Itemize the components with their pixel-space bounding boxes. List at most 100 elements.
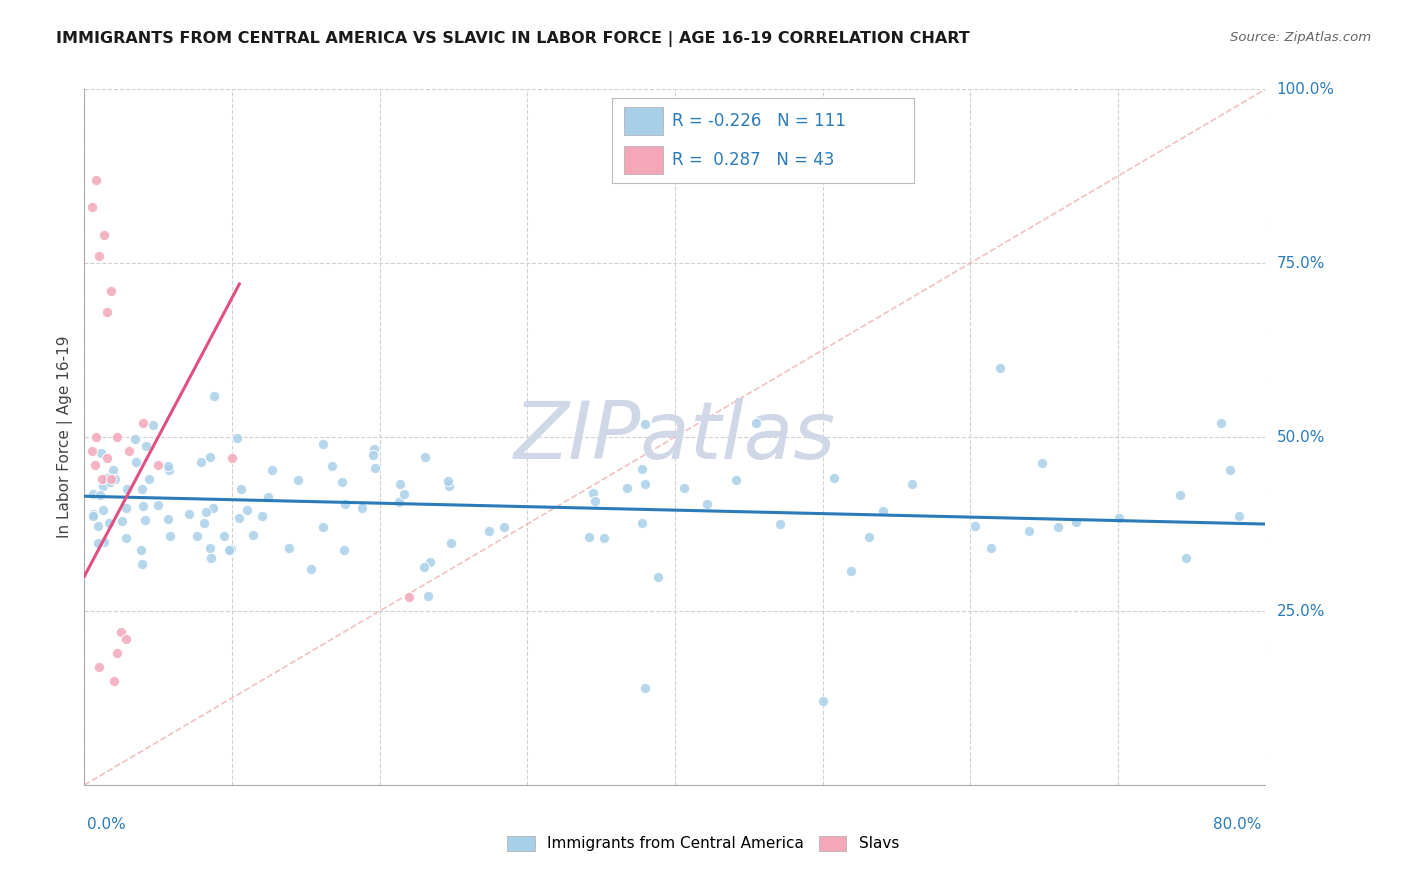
Point xyxy=(114,632,136,646)
Point xyxy=(631,516,654,531)
Text: 25.0%: 25.0% xyxy=(1277,604,1324,618)
Point xyxy=(321,458,343,473)
Point xyxy=(132,416,155,430)
Point xyxy=(1066,515,1088,529)
Point xyxy=(330,475,353,490)
Point xyxy=(437,474,460,488)
Point xyxy=(299,562,322,576)
Point xyxy=(125,455,148,469)
Point xyxy=(84,172,107,186)
Point xyxy=(839,564,862,578)
Point xyxy=(1209,416,1232,430)
Point xyxy=(1227,508,1250,523)
Point xyxy=(250,508,273,523)
Point xyxy=(578,530,600,544)
Point xyxy=(634,417,657,432)
Point xyxy=(583,494,606,508)
Point xyxy=(335,497,357,511)
Point xyxy=(90,445,112,459)
Point xyxy=(97,475,120,490)
Point xyxy=(363,442,385,456)
Point xyxy=(350,500,373,515)
Point xyxy=(672,481,695,495)
Point xyxy=(202,500,225,515)
Point xyxy=(225,431,247,445)
Point xyxy=(413,450,436,464)
Point xyxy=(86,536,108,550)
Legend: Immigrants from Central America, Slavs: Immigrants from Central America, Slavs xyxy=(501,830,905,857)
Point xyxy=(93,534,115,549)
Point xyxy=(440,536,463,550)
FancyBboxPatch shape xyxy=(624,146,664,175)
Point xyxy=(159,529,181,543)
Point xyxy=(103,673,125,688)
Point xyxy=(148,498,170,512)
Point xyxy=(312,520,335,534)
Point xyxy=(616,481,638,495)
Text: 75.0%: 75.0% xyxy=(1277,256,1324,270)
Point xyxy=(83,458,105,472)
Point xyxy=(1168,488,1191,502)
Point xyxy=(811,694,834,708)
Point xyxy=(398,590,420,604)
Point xyxy=(388,494,411,508)
Point xyxy=(287,474,309,488)
Point xyxy=(1175,551,1198,566)
Point xyxy=(212,529,235,543)
Point xyxy=(200,541,222,556)
Point xyxy=(89,488,111,502)
Point xyxy=(218,543,240,558)
Point xyxy=(91,503,114,517)
Point xyxy=(745,416,768,430)
Point xyxy=(105,646,128,660)
Point xyxy=(148,458,170,472)
Point xyxy=(124,432,146,446)
Point xyxy=(138,473,160,487)
Point xyxy=(190,455,212,469)
Point xyxy=(242,527,264,541)
Point xyxy=(98,475,121,490)
Point xyxy=(361,449,384,463)
Point xyxy=(236,503,259,517)
Point xyxy=(1046,520,1069,534)
Point xyxy=(129,543,152,558)
Point xyxy=(82,508,104,522)
Point xyxy=(419,555,441,569)
Text: 100.0%: 100.0% xyxy=(1277,82,1334,96)
Point xyxy=(115,500,138,515)
Point xyxy=(177,508,200,522)
Point xyxy=(262,463,284,477)
Point xyxy=(228,510,250,524)
Point xyxy=(647,570,669,584)
Point xyxy=(80,201,103,215)
Text: R = -0.226   N = 111: R = -0.226 N = 111 xyxy=(672,112,846,129)
Text: 80.0%: 80.0% xyxy=(1213,817,1261,831)
Point xyxy=(1219,463,1241,477)
Point xyxy=(186,529,208,543)
Y-axis label: In Labor Force | Age 16-19: In Labor Force | Age 16-19 xyxy=(58,335,73,539)
Point xyxy=(900,477,922,491)
Point xyxy=(118,444,141,458)
Point xyxy=(96,305,118,319)
Point xyxy=(111,514,134,528)
Point xyxy=(221,450,243,465)
Point xyxy=(582,486,605,500)
Point xyxy=(91,479,114,493)
Point xyxy=(439,478,461,492)
Point xyxy=(634,681,657,695)
Point xyxy=(478,524,501,538)
Point xyxy=(156,512,179,526)
Point xyxy=(198,450,221,464)
Point xyxy=(103,463,125,477)
Point xyxy=(96,471,118,485)
Point xyxy=(131,482,153,496)
Point xyxy=(193,516,215,531)
Point xyxy=(110,624,132,639)
Point xyxy=(1018,524,1040,538)
Point xyxy=(117,482,139,496)
Point xyxy=(278,541,301,556)
Point xyxy=(84,430,107,444)
Point xyxy=(131,557,153,571)
Text: Source: ZipAtlas.com: Source: ZipAtlas.com xyxy=(1230,31,1371,45)
Point xyxy=(104,472,127,486)
